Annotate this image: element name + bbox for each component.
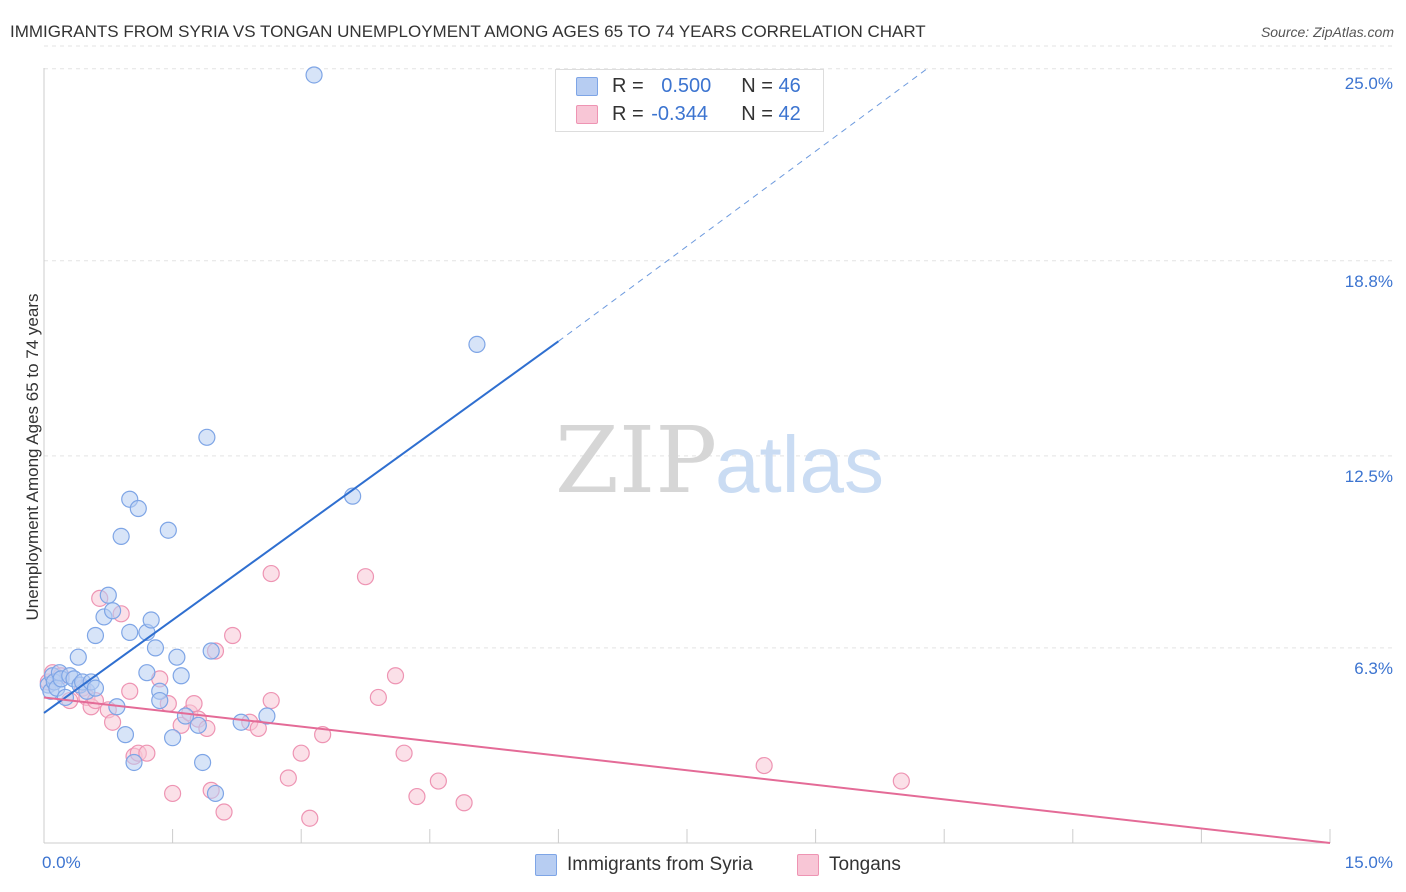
legend-n-label: N = bbox=[741, 102, 779, 125]
syria-point bbox=[206, 784, 225, 803]
watermark-atlas: atlas bbox=[715, 420, 884, 509]
bottom-swatch-tongans bbox=[797, 854, 819, 876]
legend-row-tongans: R = -0.344 N = 42 bbox=[576, 101, 801, 127]
bottom-legend-tongans: Tongans bbox=[797, 853, 901, 877]
tongans-point bbox=[262, 564, 280, 583]
syria-point bbox=[138, 664, 156, 682]
syria-point bbox=[103, 602, 122, 620]
tongans-point bbox=[103, 713, 122, 731]
syria-point bbox=[468, 335, 486, 353]
tongans-trend-line bbox=[43, 696, 1331, 844]
trend-lines bbox=[43, 68, 1331, 844]
x-tick-label-max: 15.0% bbox=[1345, 853, 1393, 872]
x-tick-label-min: 0.0% bbox=[42, 853, 81, 872]
syria-point bbox=[164, 729, 182, 747]
bottom-legend-tongans-label: Tongans bbox=[829, 854, 901, 875]
tongans-point bbox=[395, 744, 413, 762]
tongans-point bbox=[386, 667, 405, 685]
tongans-point bbox=[215, 803, 233, 821]
syria-point bbox=[194, 753, 212, 772]
tongans-point bbox=[356, 568, 375, 586]
syria-point bbox=[172, 667, 190, 685]
legend-r-value: -0.344 bbox=[651, 102, 708, 125]
y-tick-label: 12.5% bbox=[1345, 467, 1393, 486]
legend-r-value: 0.500 bbox=[661, 74, 712, 97]
syria-point bbox=[86, 626, 105, 645]
syria-point bbox=[258, 707, 276, 725]
tongans-point bbox=[429, 772, 447, 790]
tongans-point bbox=[369, 688, 387, 707]
syria-trend-line bbox=[43, 340, 559, 714]
tongans-point bbox=[301, 809, 319, 827]
syria-point bbox=[198, 428, 216, 446]
bottom-legend-syria: Immigrants from Syria bbox=[535, 853, 753, 877]
tongans-point bbox=[892, 772, 910, 790]
syria-point bbox=[189, 716, 207, 734]
bottom-legend-syria-label: Immigrants from Syria bbox=[567, 854, 753, 875]
tongans-point bbox=[292, 744, 310, 762]
legend-row-syria: R = 0.500 N = 46 bbox=[576, 73, 801, 99]
legend-n-label: N = bbox=[741, 74, 779, 97]
y-tick-label: 6.3% bbox=[1354, 659, 1393, 678]
syria-point bbox=[146, 639, 165, 657]
syria-point bbox=[168, 648, 186, 666]
tongans-point bbox=[262, 691, 280, 710]
legend-swatch-tongans bbox=[576, 104, 598, 124]
syria-point bbox=[142, 611, 160, 629]
legend-r-label: R = bbox=[612, 102, 650, 125]
axes bbox=[43, 68, 1331, 844]
syria-point bbox=[112, 527, 130, 546]
source-label: Source: ZipAtlas.com bbox=[1260, 24, 1394, 40]
syria-point bbox=[86, 679, 105, 697]
legend-n-value: 46 bbox=[778, 74, 801, 97]
bottom-swatch-syria bbox=[535, 854, 557, 876]
y-tick-label: 25.0% bbox=[1345, 74, 1393, 93]
watermark-zip: ZIP bbox=[555, 407, 717, 514]
syria-point bbox=[99, 586, 117, 604]
legend-swatch-syria bbox=[576, 76, 598, 96]
stats-legend: R = 0.500 N = 46 R = -0.344 N = 42 bbox=[555, 69, 824, 132]
tongans-point bbox=[121, 682, 139, 700]
tongans-point bbox=[408, 787, 426, 806]
legend-r-label: R = bbox=[612, 74, 650, 97]
tongans-point bbox=[185, 695, 203, 713]
tongans-point bbox=[279, 769, 297, 787]
syria-point bbox=[121, 623, 139, 642]
legend-n-value: 42 bbox=[778, 102, 801, 125]
tongans-point bbox=[455, 794, 473, 812]
tongans-point bbox=[249, 719, 267, 738]
tongans-points bbox=[39, 564, 910, 827]
tongans-point bbox=[138, 744, 156, 762]
syria-point bbox=[116, 726, 135, 744]
syria-point bbox=[305, 66, 323, 84]
watermark: ZIP atlas bbox=[555, 407, 884, 514]
syria-point bbox=[232, 713, 250, 731]
syria-points bbox=[39, 66, 486, 803]
tongans-point bbox=[314, 726, 332, 744]
syria-point bbox=[125, 753, 143, 772]
syria-point bbox=[202, 642, 220, 660]
syria-point bbox=[129, 499, 147, 518]
tongans-point bbox=[164, 784, 182, 803]
syria-point bbox=[151, 691, 169, 710]
syria-point bbox=[69, 648, 87, 666]
chart-title: IMMIGRANTS FROM SYRIA VS TONGAN UNEMPLOY… bbox=[10, 22, 926, 41]
syria-point bbox=[159, 521, 177, 539]
tongans-point bbox=[755, 756, 773, 775]
tongans-point bbox=[224, 626, 242, 645]
y-tick-label: 18.8% bbox=[1345, 272, 1393, 291]
tick-labels: 6.3% 12.5% 18.8% 25.0% 0.0% 15.0% bbox=[42, 74, 1393, 872]
y-axis-label: Unemployment Among Ages 65 to 74 years bbox=[23, 294, 42, 621]
grid-lines bbox=[44, 45, 1392, 649]
